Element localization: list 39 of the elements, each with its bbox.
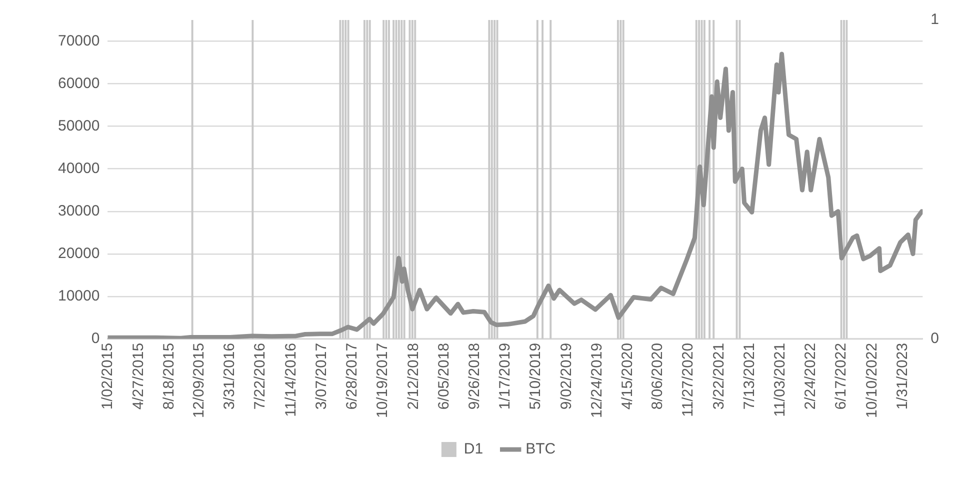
x-tick-label: 1/02/2015 [98,342,116,410]
y2-tick-label: 1 [930,11,939,28]
y-tick-label: 10000 [58,288,100,305]
x-tick-label: 12/09/2015 [190,342,208,418]
x-tick-label: 8/18/2015 [160,342,178,410]
x-tick-label: 11/27/2020 [680,342,697,417]
x-tick-label: 3/22/2021 [710,342,728,410]
x-tick-label: 4/27/2015 [130,342,147,410]
y-tick-label: 30000 [58,202,100,220]
x-tick-label: 2/12/2018 [405,342,422,410]
y-tick-label: 50000 [58,117,100,134]
x-tick-label: 6/05/2018 [436,342,453,410]
x-tick-label: 4/15/2020 [618,342,636,410]
x-tick-label: 11/14/2016 [282,342,300,417]
x-tick-label: 1/17/2019 [496,342,514,410]
x-tick-label: 3/31/2016 [221,342,238,410]
x-tick-label: 9/02/2019 [558,342,575,410]
x-tick-label: 10/10/2022 [863,342,880,418]
y2-tick-label: 0 [930,330,939,348]
x-tick-label: 6/17/2022 [832,342,850,410]
x-tick-label: 7/22/2016 [252,342,269,410]
x-tick-label: 8/06/2020 [649,342,666,410]
y-tick-label: 0 [91,330,100,348]
x-tick-label: 6/28/2017 [343,342,360,410]
x-tick-label: 2/24/2022 [802,342,819,410]
x-tick-label: 7/13/2021 [741,342,758,410]
x-tick-label: 12/24/2019 [588,342,606,418]
x-tick-label: 10/19/2017 [374,342,391,418]
x-tick-label: 1/31/2023 [894,342,911,410]
legend-label: BTC [526,440,556,458]
y-tick-label: 70000 [58,32,100,50]
x-tick-label: 11/03/2021 [772,342,789,417]
y-tick-label: 60000 [58,74,100,92]
x-tick-label: 9/26/2018 [466,342,484,410]
x-tick-label: 3/07/2017 [313,342,330,410]
legend-label: D1 [464,440,484,458]
y-tick-label: 40000 [58,160,100,177]
x-tick-label: 5/10/2019 [526,342,544,410]
y-tick-label: 20000 [58,245,100,262]
